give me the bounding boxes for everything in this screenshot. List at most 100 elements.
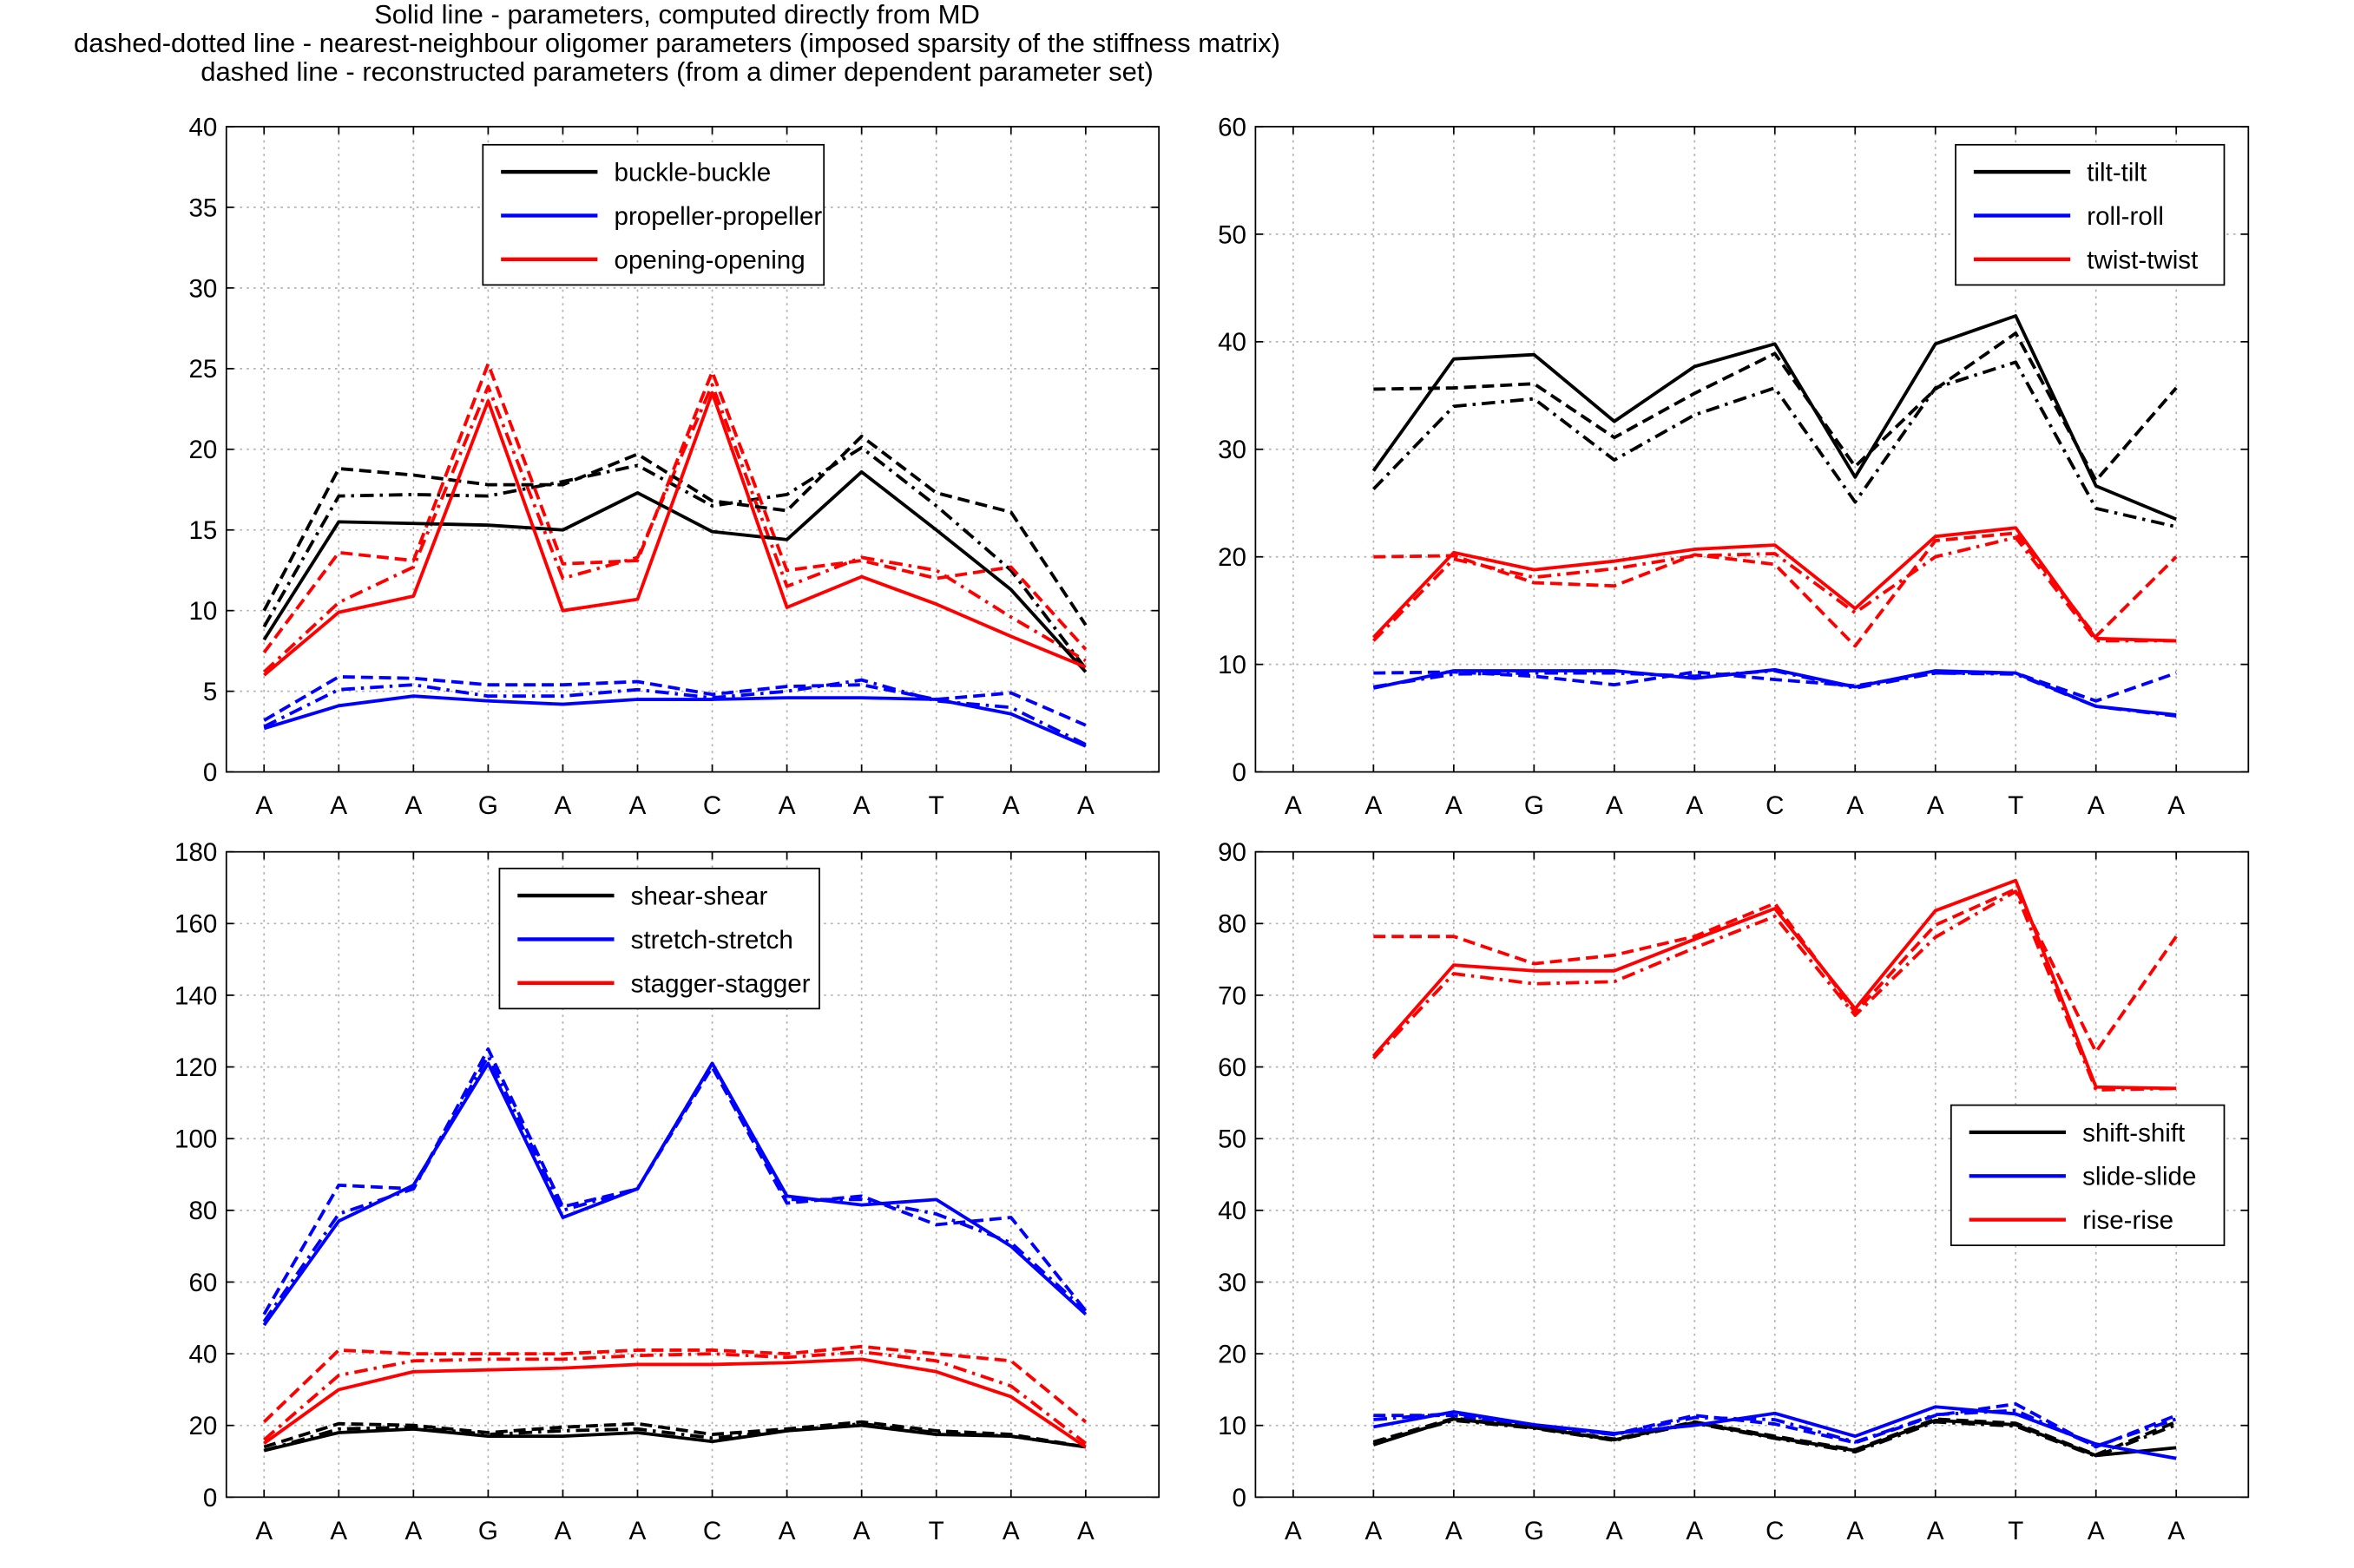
legend: tilt-tilt roll-roll twist-twist <box>1955 143 2226 286</box>
legend-label: shift-shift <box>2082 1119 2185 1147</box>
y-tick-label: 50 <box>1218 220 1246 249</box>
figure-header: Solid line - parameters, computed direct… <box>0 0 1354 86</box>
legend-label: stretch-stretch <box>631 926 793 955</box>
series-line-dashed-7 <box>1373 670 2177 703</box>
y-tick-label: 10 <box>188 597 217 626</box>
legend: shear-shear stretch-stretch stagger-stagge… <box>498 867 820 1010</box>
x-tick-label: A <box>1445 1517 1463 1545</box>
x-tick-label: A <box>1003 1517 1020 1545</box>
x-tick-label: A <box>555 791 572 820</box>
series-line-dashdot-5 <box>262 1350 1087 1445</box>
x-tick-label: A <box>330 791 347 820</box>
x-tick-label: A <box>404 1517 422 1545</box>
series-line-shift-shift <box>1372 1417 2177 1458</box>
x-tick-label: G <box>478 1517 498 1545</box>
y-tick-label: 40 <box>1218 328 1246 357</box>
series-line-buckle-buckle <box>262 469 1088 673</box>
legend: buckle-buckle propeller-propeller opening-… <box>482 143 825 286</box>
y-tick-label: 160 <box>174 910 217 939</box>
x-tick-label: C <box>703 791 721 820</box>
x-tick-label: G <box>1524 791 1544 820</box>
x-tick-label: A <box>2167 791 2185 820</box>
y-tick-label: 50 <box>1218 1125 1246 1154</box>
x-tick-label: A <box>1285 791 1302 820</box>
series-line-dashed-7 <box>263 675 1087 727</box>
x-tick-label: A <box>1364 791 1382 820</box>
legend-label: slide-slide <box>2082 1163 2196 1191</box>
legend-label: propeller-propeller <box>615 202 823 231</box>
y-tick-label: 0 <box>1233 1484 1246 1512</box>
y-tick-label: 70 <box>1218 981 1246 1010</box>
x-tick-label: C <box>703 1517 721 1545</box>
series-line-dashed-6 <box>262 434 1088 627</box>
x-tick-label: A <box>1077 791 1095 820</box>
x-tick-label: A <box>1077 1517 1095 1545</box>
series-line-dashed-6 <box>263 1420 1087 1449</box>
x-tick-label: A <box>255 791 273 820</box>
y-tick-label: 25 <box>188 355 217 384</box>
x-tick-label: A <box>330 1517 347 1545</box>
y-tick-label: 20 <box>1218 1341 1246 1369</box>
y-tick-label: 100 <box>174 1125 217 1154</box>
y-tick-label: 35 <box>188 194 217 222</box>
series-line-propeller-propeller <box>263 694 1087 748</box>
y-tick-label: 140 <box>174 981 217 1010</box>
x-tick-label: A <box>255 1517 273 1545</box>
x-tick-label: G <box>1524 1517 1544 1545</box>
y-tick-label: 80 <box>188 1197 217 1225</box>
y-tick-label: 15 <box>188 516 217 545</box>
x-tick-label: T <box>2008 791 2023 820</box>
y-tick-label: 60 <box>1218 1053 1246 1082</box>
x-tick-label: A <box>779 791 796 820</box>
series-line-tilt-tilt <box>1371 314 2177 522</box>
y-tick-label: 40 <box>188 113 217 141</box>
header-line-solid: Solid line - parameters, computed direct… <box>374 0 980 30</box>
chart-bottom-right: 0 10 20 30 40 50 60 70 80 90 A A A G A A C A A T A Ashift-shi… <box>1218 838 2250 1545</box>
series-line-dashed-6 <box>1373 331 2178 482</box>
y-tick-label: 40 <box>1218 1197 1246 1225</box>
series-line-dashdot-3 <box>262 445 1088 670</box>
x-tick-label: A <box>779 1517 796 1545</box>
y-tick-label: 80 <box>1218 910 1246 939</box>
x-tick-label: A <box>1927 1517 1944 1545</box>
x-tick-label: A <box>1686 1517 1703 1545</box>
x-tick-label: A <box>1606 791 1623 820</box>
x-tick-label: T <box>929 1517 944 1545</box>
y-tick-label: 60 <box>1218 113 1246 141</box>
y-tick-label: 10 <box>1218 1412 1246 1440</box>
series-line-opening-opening <box>262 390 1087 677</box>
series-line-twist-twist <box>1371 526 2177 643</box>
series-line-dashdot-3 <box>1371 360 2177 528</box>
x-tick-label: A <box>1927 791 1944 820</box>
x-tick-label: A <box>2167 1517 2185 1545</box>
y-tick-label: 60 <box>188 1269 217 1297</box>
x-tick-label: A <box>1846 791 1864 820</box>
x-tick-label: T <box>2008 1517 2023 1545</box>
y-tick-label: 30 <box>1218 1269 1246 1297</box>
x-tick-label: C <box>1766 791 1784 820</box>
x-tick-label: A <box>853 1517 871 1545</box>
legend-label: rise-rise <box>2082 1206 2173 1235</box>
legend-label: roll-roll <box>2087 202 2164 231</box>
legend-label: tilt-tilt <box>2087 159 2147 187</box>
legend-label: opening-opening <box>615 246 805 274</box>
axes-box <box>1254 850 2250 1499</box>
y-tick-label: 0 <box>203 758 217 787</box>
x-tick-label: A <box>404 791 422 820</box>
series-line-dashed-8 <box>262 1344 1088 1424</box>
series-line-dashed-8 <box>1373 887 2178 1054</box>
series-line-dashed-7 <box>262 1047 1088 1315</box>
x-tick-label: A <box>555 1517 572 1545</box>
y-tick-label: 180 <box>174 838 217 867</box>
series-line-roll-roll <box>1372 667 2177 717</box>
legend: shift-shift slide-slide rise-rise <box>1950 1104 2226 1247</box>
y-tick-label: 5 <box>203 678 217 706</box>
y-tick-label: 30 <box>1218 436 1246 464</box>
series-line-stretch-stretch <box>262 1061 1088 1327</box>
x-tick-label: A <box>1445 791 1463 820</box>
legend-label: twist-twist <box>2087 246 2198 274</box>
x-tick-label: C <box>1766 1517 1784 1545</box>
y-tick-label: 40 <box>188 1341 217 1369</box>
y-tick-label: 90 <box>1218 838 1246 867</box>
chart-bottom-left: 0 20 40 60 80 100 120 140 160 180 A A A G A A C A A T A Ashea… <box>174 838 1161 1545</box>
